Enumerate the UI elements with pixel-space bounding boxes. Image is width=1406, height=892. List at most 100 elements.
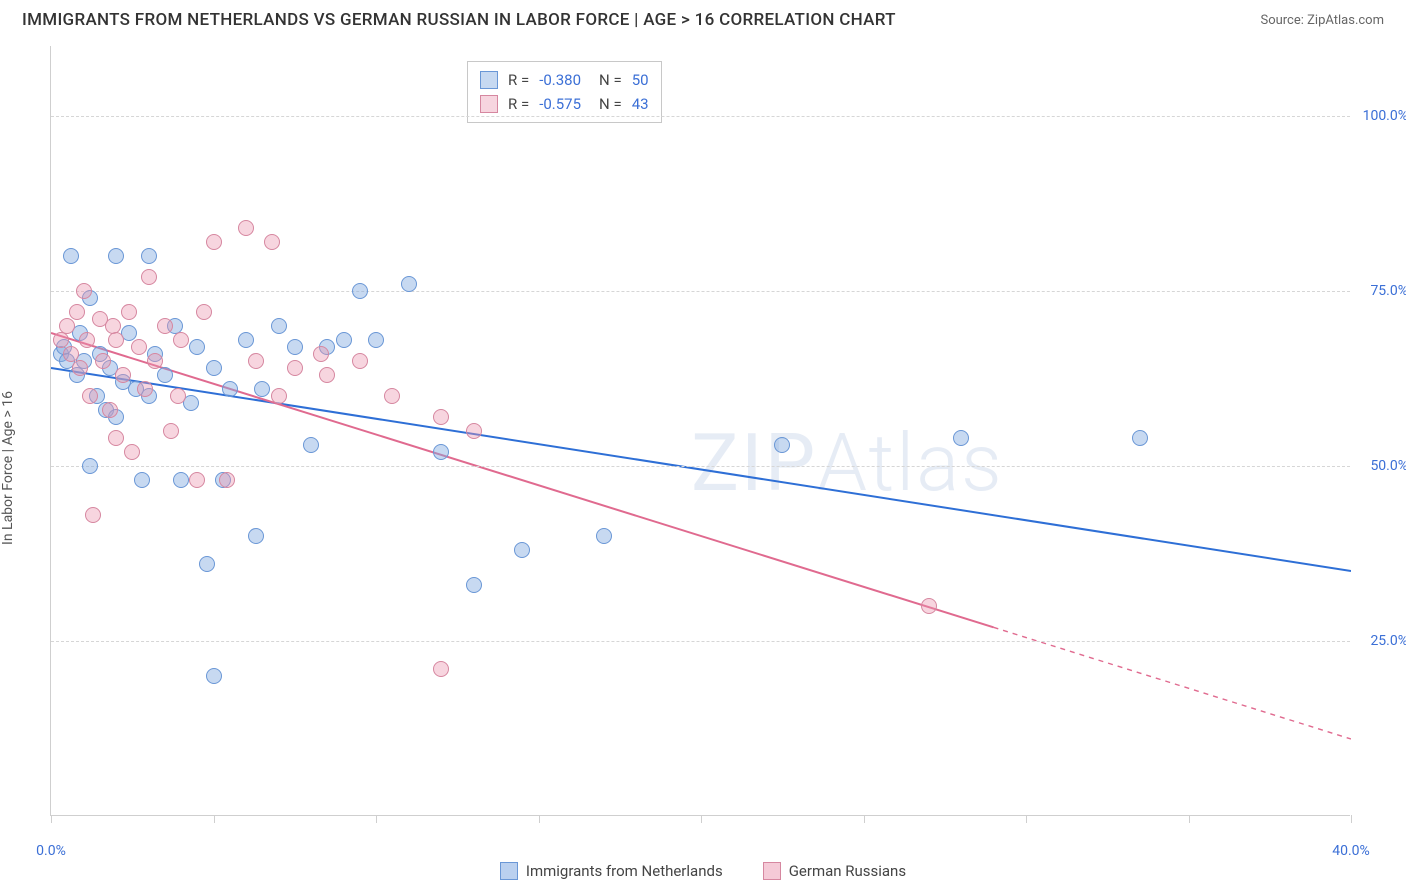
x-tick <box>376 815 377 823</box>
scatter-point <box>124 444 140 460</box>
legend-r-label: R = <box>508 71 529 89</box>
scatter-point <box>352 353 368 369</box>
scatter-point <box>72 360 88 376</box>
scatter-point <box>433 661 449 677</box>
scatter-point <box>219 472 235 488</box>
scatter-point <box>85 507 101 523</box>
scatter-point <box>264 234 280 250</box>
gridline-h <box>51 291 1350 292</box>
scatter-point <box>368 332 384 348</box>
scatter-point <box>134 472 150 488</box>
scatter-point <box>287 360 303 376</box>
legend-swatch <box>480 71 498 89</box>
scatter-point <box>206 234 222 250</box>
scatter-point <box>921 598 937 614</box>
x-tick <box>214 815 215 823</box>
scatter-point <box>336 332 352 348</box>
scatter-point <box>401 276 417 292</box>
gridline-h <box>51 466 1350 467</box>
scatter-point <box>82 458 98 474</box>
scatter-point <box>206 668 222 684</box>
scatter-point <box>95 353 111 369</box>
x-tick-label: 0.0% <box>36 843 66 859</box>
legend-n-value: 43 <box>632 95 649 113</box>
scatter-point <box>352 283 368 299</box>
x-tick-label: 40.0% <box>1332 843 1370 859</box>
scatter-point <box>163 423 179 439</box>
scatter-point <box>303 437 319 453</box>
legend-item: Immigrants from Netherlands <box>500 862 723 880</box>
legend-swatch <box>500 862 518 880</box>
scatter-point <box>596 528 612 544</box>
chart-title: IMMIGRANTS FROM NETHERLANDS VS GERMAN RU… <box>22 10 896 30</box>
scatter-point <box>147 353 163 369</box>
scatter-point <box>53 332 69 348</box>
legend-n-value: 50 <box>632 71 649 89</box>
scatter-point <box>433 409 449 425</box>
legend-row: R = -0.575N = 43 <box>480 92 649 116</box>
scatter-point <box>79 332 95 348</box>
legend-n-label: N = <box>599 71 622 89</box>
scatter-point <box>115 367 131 383</box>
chart-source: Source: ZipAtlas.com <box>1260 13 1384 28</box>
scatter-point <box>466 423 482 439</box>
legend-r-value: -0.575 <box>539 95 581 113</box>
scatter-point <box>433 444 449 460</box>
scatter-point <box>384 388 400 404</box>
scatter-point <box>313 346 329 362</box>
y-tick-label: 100.0% <box>1363 108 1406 124</box>
scatter-point <box>76 283 92 299</box>
scatter-point <box>108 332 124 348</box>
x-tick <box>539 815 540 823</box>
legend-swatch <box>763 862 781 880</box>
x-tick <box>701 815 702 823</box>
scatter-point <box>141 269 157 285</box>
legend-label: German Russians <box>789 862 906 880</box>
legend-row: R = -0.380 N = 50 <box>480 68 649 92</box>
x-tick <box>51 815 52 823</box>
gridline-h <box>51 641 1350 642</box>
scatter-point <box>157 367 173 383</box>
scatter-point <box>121 304 137 320</box>
scatter-point <box>63 248 79 264</box>
y-tick-label: 25.0% <box>1370 633 1406 649</box>
scatter-point <box>102 402 118 418</box>
scatter-point <box>466 577 482 593</box>
legend-label: Immigrants from Netherlands <box>526 862 723 880</box>
legend-swatch <box>480 95 498 113</box>
scatter-point <box>248 528 264 544</box>
legend-item: German Russians <box>763 862 906 880</box>
x-tick <box>864 815 865 823</box>
scatter-point <box>206 360 222 376</box>
chart-area: In Labor Force | Age > 16 ZIPAtlas R = -… <box>0 36 1406 884</box>
y-tick-label: 75.0% <box>1370 283 1406 299</box>
scatter-point <box>238 220 254 236</box>
x-tick <box>1189 815 1190 823</box>
scatter-point <box>238 332 254 348</box>
x-tick <box>1026 815 1027 823</box>
scatter-point <box>189 339 205 355</box>
scatter-point <box>173 332 189 348</box>
scatter-point <box>287 339 303 355</box>
scatter-point <box>774 437 790 453</box>
scatter-point <box>254 381 270 397</box>
chart-header: IMMIGRANTS FROM NETHERLANDS VS GERMAN RU… <box>0 0 1406 36</box>
scatter-point <box>69 304 85 320</box>
x-tick <box>1351 815 1352 823</box>
scatter-point <box>108 430 124 446</box>
y-tick-label: 50.0% <box>1370 458 1406 474</box>
scatter-point <box>141 248 157 264</box>
scatter-point <box>196 304 212 320</box>
scatter-point <box>248 353 264 369</box>
scatter-point <box>222 381 238 397</box>
scatter-point <box>131 339 147 355</box>
scatter-point <box>82 388 98 404</box>
gridline-h <box>51 116 1350 117</box>
plot-region: ZIPAtlas R = -0.380N = 50R = -0.575N = 4… <box>50 46 1350 816</box>
scatter-point <box>199 556 215 572</box>
scatter-point <box>319 367 335 383</box>
legend-n-label: N = <box>599 95 622 113</box>
scatter-point <box>157 318 173 334</box>
scatter-point <box>170 388 186 404</box>
legend-r-value: -0.380 <box>539 71 581 89</box>
